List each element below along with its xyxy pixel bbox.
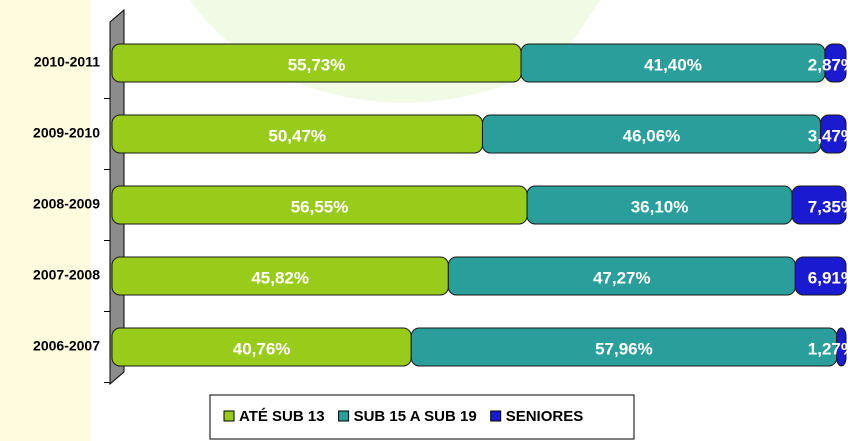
value-label: 57,96%: [595, 339, 653, 358]
value-label: 47,27%: [593, 268, 651, 287]
y-tick-label: 2010-2011: [34, 54, 100, 70]
value-label: 2,87%: [808, 55, 852, 74]
value-label: 36,10%: [631, 197, 689, 216]
legend-label: SUB 15 A SUB 19: [354, 408, 477, 425]
legend-swatch: [224, 411, 234, 421]
y-tick-label: 2008-2009: [33, 196, 100, 212]
value-label: 7,35%: [808, 197, 852, 216]
value-label: 46,06%: [623, 126, 681, 145]
value-label: 41,40%: [644, 55, 702, 74]
value-label: 6,91%: [808, 268, 852, 287]
value-label: 45,82%: [251, 268, 309, 287]
value-label: 56,55%: [291, 197, 349, 216]
y-tick-label: 2006-2007: [33, 338, 100, 354]
value-label: 55,73%: [288, 55, 346, 74]
y-tick-label: 2009-2010: [33, 125, 100, 141]
value-label: 1,27%: [808, 339, 852, 358]
y-tick-label: 2007-2008: [33, 267, 100, 283]
legend-swatch: [491, 411, 501, 421]
chart: 2010-2011 55,73% 41,40% 2,87% 2009-2010 50,47…: [0, 0, 852, 441]
legend-label: SENIORES: [506, 408, 584, 425]
legend-label: ATÉ SUB 13: [239, 408, 325, 425]
value-label: 3,47%: [808, 126, 852, 145]
value-label: 40,76%: [233, 339, 291, 358]
legend: ATÉ SUB 13 SUB 15 A SUB 19 SENIORES: [224, 408, 583, 425]
value-label: 50,47%: [268, 126, 326, 145]
legend-swatch: [339, 411, 349, 421]
